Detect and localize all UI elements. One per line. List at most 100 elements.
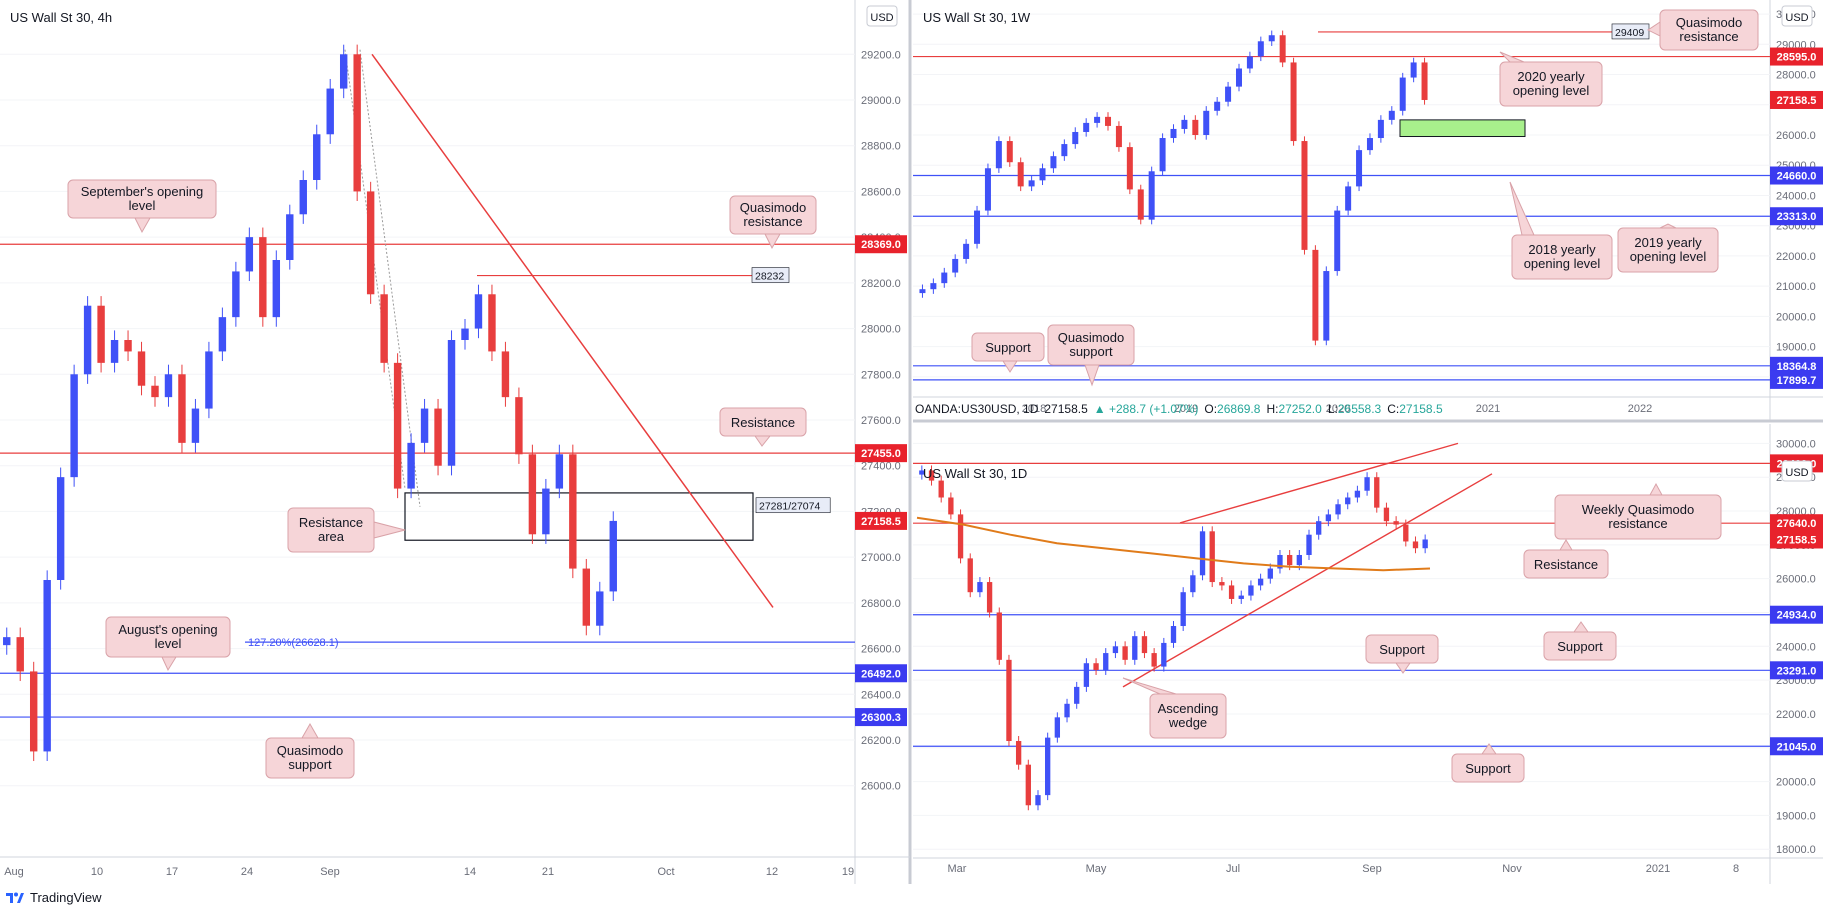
price-tag xyxy=(1770,370,1823,389)
candle-body xyxy=(919,470,925,475)
y-tick-label: 26000.0 xyxy=(1776,574,1816,586)
y-tick-label: 24000.0 xyxy=(1776,190,1816,202)
candle-body xyxy=(1025,764,1031,806)
chart-panel-4h[interactable]: 29200.029000.028800.028600.028400.028200… xyxy=(0,0,910,884)
currency-button-4h[interactable] xyxy=(866,5,898,27)
candle-body xyxy=(259,237,267,318)
candle-body xyxy=(1412,541,1419,549)
candle-body xyxy=(1399,77,1406,111)
x-tick-label: Jul xyxy=(1226,863,1240,875)
time-axis-1w[interactable]: 2018 2019 2020 2021 2022 xyxy=(1022,403,1652,415)
callout-qm-res-4h[interactable]: Quasimodo resistance xyxy=(729,195,817,250)
x-tick-label: Mar xyxy=(948,863,967,875)
callout-text: Resistance xyxy=(1534,557,1598,572)
price-axis-1d[interactable]: 30000.029000.028000.027000.026000.025000… xyxy=(913,438,1816,856)
fib-extension-line-2 xyxy=(359,49,421,507)
candle-body xyxy=(1257,41,1264,57)
high-value: 27252.0 xyxy=(1278,402,1322,416)
x-tick-label: Sep xyxy=(320,866,340,878)
candle-body xyxy=(393,362,402,489)
price-tag xyxy=(1770,47,1823,66)
y-tick-label: 18000.0 xyxy=(1776,844,1816,856)
candle-body xyxy=(272,260,281,318)
time-axis-4h[interactable]: Aug 10 17 24 Sep 14 21 Oct 12 19 xyxy=(4,866,854,878)
zone-value: 27281/27074 xyxy=(759,501,820,513)
wedge-lower-line xyxy=(1122,473,1493,688)
plot-area-1d[interactable] xyxy=(913,424,1770,858)
callout-box xyxy=(1554,494,1722,540)
price-tag-label: 26300.3 xyxy=(861,712,901,724)
callout-resistance-1d[interactable]: Resistance xyxy=(1523,539,1609,579)
callout-qm-res-1w[interactable]: Quasimodo resistance xyxy=(1647,9,1759,51)
price-tag xyxy=(1770,207,1823,226)
chart-panel-1w[interactable]: 30000.029000.028000.027000.026000.025000… xyxy=(913,0,1823,420)
callouts-1d: Weekly Quasimodo resistance Resistance Supp… xyxy=(1122,482,1722,783)
callout-aug-open[interactable]: August's opening level xyxy=(105,616,231,672)
candle-body xyxy=(1323,271,1330,341)
callout-weekly-qm[interactable]: Weekly Quasimodo resistance xyxy=(1554,482,1722,540)
candle-body xyxy=(137,351,146,386)
price-tag-label: 26492.0 xyxy=(861,668,901,680)
callout-support-mid[interactable]: Support xyxy=(1365,634,1439,674)
qm-resistance-value-1w-box xyxy=(1611,23,1650,40)
price-tag xyxy=(855,664,907,683)
currency-button-1d[interactable] xyxy=(1781,460,1813,482)
candle-body xyxy=(1410,62,1417,78)
candle-body xyxy=(948,497,954,515)
callout-text: Quasimodo resistance xyxy=(1676,15,1742,44)
candle-body xyxy=(1132,636,1138,660)
callout-ascending-wedge[interactable]: Ascending wedge xyxy=(1122,677,1227,739)
x-tick-label: 19 xyxy=(842,866,854,878)
chart-panel-1d[interactable]: 30000.029000.028000.027000.026000.025000… xyxy=(913,402,1823,884)
callout-qm-sup-1w[interactable]: Quasimodo support xyxy=(1047,324,1135,387)
candle-body xyxy=(1335,504,1341,515)
candle-body xyxy=(1141,636,1148,654)
candles-4h xyxy=(3,44,617,762)
open-value: 26869.8 xyxy=(1217,402,1261,416)
callout-open-2019[interactable]: 2019 yearly opening level xyxy=(1617,223,1719,273)
tradingview-brand[interactable]: TradingView xyxy=(30,890,102,905)
callout-box xyxy=(1047,324,1135,366)
x-tick-label: 8 xyxy=(1733,863,1739,875)
candle-body xyxy=(569,454,577,569)
callout-box xyxy=(67,179,217,219)
chart-title-1w: US Wall St 30, 1W xyxy=(923,10,1031,25)
currency-label-1w: USD xyxy=(1785,12,1808,24)
candle-body xyxy=(1074,686,1080,704)
candle-body xyxy=(1105,116,1112,126)
low-label: L: xyxy=(1328,402,1338,416)
y-tick-label: 26200.0 xyxy=(861,735,901,747)
price-tag-label: 24660.0 xyxy=(1777,171,1817,183)
y-tick-label: 26600.0 xyxy=(861,644,901,656)
callout-res-area[interactable]: Resistance area xyxy=(287,507,406,553)
currency-button-1w[interactable] xyxy=(1781,5,1813,27)
qm-resistance-value-1w: 29409 xyxy=(1615,27,1644,39)
candle-body xyxy=(232,271,240,318)
candle-body xyxy=(957,514,964,559)
callout-qm-sup-4h[interactable]: Quasimodo support xyxy=(265,722,355,779)
callout-text: Quasimodo support xyxy=(277,743,343,772)
candle-body xyxy=(205,351,213,409)
y-tick-label: 19000.0 xyxy=(1776,342,1816,354)
candle-body xyxy=(1421,62,1428,100)
price-tag xyxy=(1770,356,1823,375)
currency-label-4h: USD xyxy=(870,12,893,24)
callout-resistance-4h[interactable]: Resistance xyxy=(719,407,807,447)
x-tick-label: May xyxy=(1086,863,1107,875)
time-axis-1d[interactable]: Mar May Jul Sep Nov 2021 8 xyxy=(948,863,1740,875)
callout-open-2018[interactable]: 2018 yearly opening level xyxy=(1509,181,1613,280)
callout-support-low[interactable]: Support xyxy=(1451,743,1525,783)
callout-sept-open[interactable]: September's opening level xyxy=(67,179,217,234)
callout-box xyxy=(1617,227,1719,273)
price-tag-label: 27640.0 xyxy=(1777,518,1817,530)
candle-body xyxy=(1192,119,1199,135)
candle-body xyxy=(366,191,375,295)
callout-open-2020[interactable]: 2020 yearly opening level xyxy=(1499,51,1603,107)
callout-text: September's opening level xyxy=(81,184,203,213)
candle-body xyxy=(582,568,591,626)
callout-support-1w[interactable]: Support xyxy=(971,332,1045,373)
callout-support-right[interactable]: Support xyxy=(1543,621,1617,661)
symbol-info-1d: OANDA:US30USD, 1D 27158.5 ▲ +288.7 (+1.07%… xyxy=(915,402,1443,416)
close-label: C: xyxy=(1387,402,1399,416)
tradingview-logo-icon[interactable] xyxy=(6,890,24,904)
